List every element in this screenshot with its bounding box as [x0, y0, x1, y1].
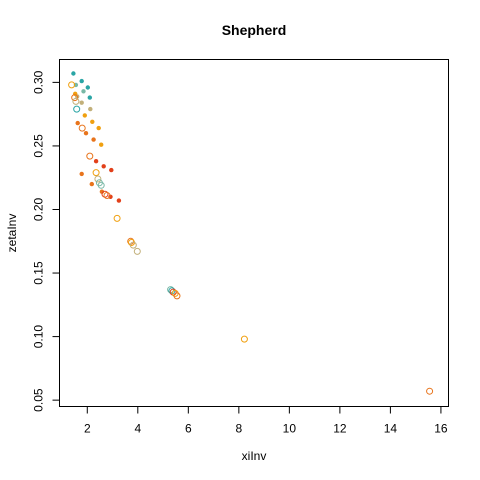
data-points	[68, 71, 434, 395]
data-point	[68, 81, 76, 89]
data-point	[93, 159, 99, 164]
y-tick-label: 0.15	[32, 261, 46, 285]
data-point	[129, 241, 137, 249]
chart-title: Shepherd	[222, 22, 287, 38]
data-point	[91, 137, 96, 142]
y-tick-label: 0.20	[32, 197, 46, 221]
data-point	[87, 95, 93, 100]
data-point	[97, 181, 105, 189]
data-point	[73, 105, 81, 113]
data-point	[83, 131, 89, 136]
x-tick-label: 12	[333, 422, 347, 436]
x-tick-label: 14	[384, 422, 398, 436]
x-tick-label: 6	[185, 422, 192, 436]
data-point	[79, 78, 84, 84]
data-point	[116, 198, 122, 203]
data-point	[109, 167, 114, 173]
y-axis-label: zetaInv	[5, 214, 19, 253]
data-point	[426, 387, 434, 395]
y-tick-label: 0.05	[32, 388, 46, 412]
x-tick-label: 4	[134, 422, 141, 436]
data-point	[101, 190, 109, 198]
data-point	[79, 100, 84, 105]
data-point	[88, 106, 93, 112]
data-point	[78, 124, 86, 132]
data-point	[75, 120, 80, 126]
data-point	[89, 181, 95, 187]
data-point	[96, 125, 101, 131]
data-point	[169, 288, 177, 296]
data-point	[85, 85, 91, 90]
data-point	[240, 335, 248, 343]
x-tick-label: 8	[236, 422, 243, 436]
data-point	[86, 152, 94, 160]
x-tick-label: 16	[434, 422, 448, 436]
data-point	[92, 169, 100, 177]
x-tick-label: 2	[84, 422, 91, 436]
data-point	[99, 142, 104, 147]
y-tick-label: 0.10	[32, 325, 46, 349]
data-point	[90, 119, 95, 125]
data-point	[71, 94, 79, 102]
data-point	[82, 113, 88, 118]
data-point	[79, 171, 84, 177]
data-point	[173, 292, 181, 300]
x-tick-label: 10	[283, 422, 297, 436]
x-axis: 2 4 6 8 10 12 14 16	[84, 406, 448, 436]
data-point	[99, 189, 105, 194]
x-axis-label: xiInv	[242, 449, 267, 463]
data-point	[71, 71, 76, 76]
data-point	[103, 192, 111, 199]
y-tick-label: 0.30	[32, 70, 46, 94]
data-point	[94, 175, 102, 183]
data-point	[113, 214, 121, 222]
data-point	[133, 247, 141, 255]
y-axis: 0.05 0.10 0.15 0.20 0.25 0.30	[32, 70, 60, 412]
y-tick-label: 0.25	[32, 134, 46, 158]
data-point	[81, 89, 86, 94]
data-point	[101, 164, 106, 169]
plot-frame	[59, 59, 449, 407]
data-point	[72, 97, 80, 105]
